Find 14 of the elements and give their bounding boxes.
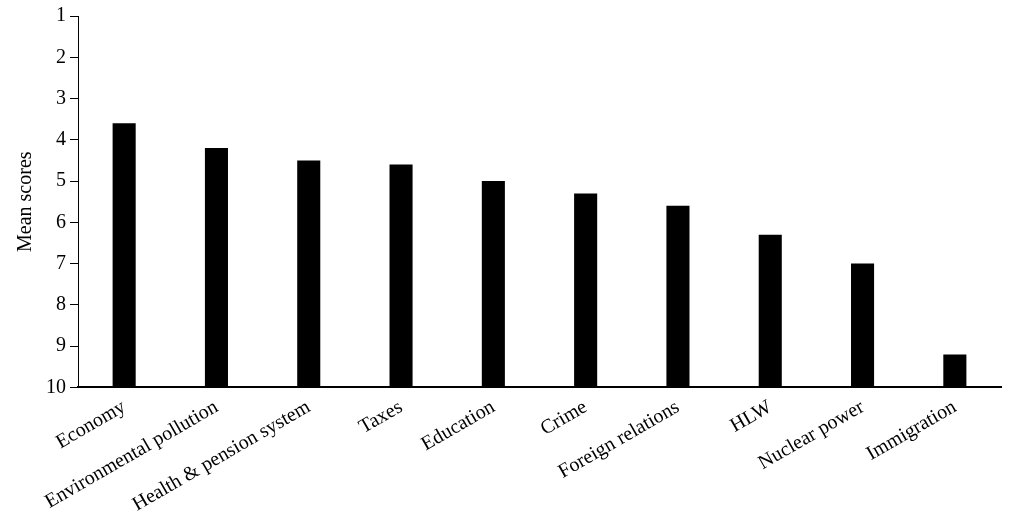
y-tick-label: 2 — [56, 44, 66, 67]
y-tick-label: 9 — [56, 333, 66, 356]
y-tick-label: 3 — [56, 85, 66, 108]
y-tick-label: 10 — [46, 374, 66, 397]
x-tick-label: Crime — [536, 394, 591, 439]
y-tick-label: 5 — [56, 168, 66, 191]
y-tick-label: 8 — [56, 292, 66, 315]
y-tick-label: 7 — [56, 250, 66, 273]
x-tick-label: Taxes — [354, 394, 406, 437]
y-tick-label: 6 — [56, 209, 66, 232]
y-tick-label: 1 — [56, 3, 66, 26]
y-axis-title: Mean scores — [13, 151, 36, 252]
y-tick-label: 4 — [56, 127, 66, 150]
x-tick-label: HLW — [725, 394, 775, 436]
